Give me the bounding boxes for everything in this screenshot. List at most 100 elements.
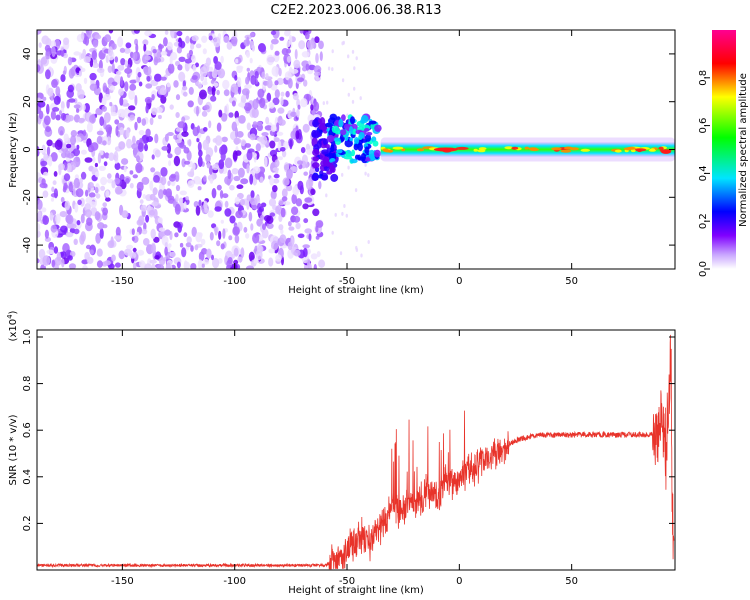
heatmap-noise-blob [199,89,207,100]
heatmap-noise-blob [195,62,199,68]
heatmap-noise-blob [45,49,50,60]
heatmap-noise-blob [312,208,320,217]
heatmap-noise-blob [196,105,199,117]
heatmap-turbulent-blob [365,133,372,142]
heatmap-noise-blob [246,150,253,161]
colorbar-tick-label: 0.4 [698,165,709,181]
heatmap-noise-blob [190,245,194,252]
heatmap-noise-blob [211,254,214,261]
heatmap-noise-blob [295,198,303,207]
heatmap-noise-blob [133,30,140,34]
heatmap-noise-blob [102,207,108,216]
heatmap-noise-blob [313,263,317,269]
heatmap-noise-blob [126,244,134,250]
heatmap-noise-blob [213,226,218,233]
heatmap-noise-blob [136,116,142,124]
heatmap-noise-blob [43,153,48,162]
heatmap-noise-blob [205,154,211,163]
heatmap-noise-blob [38,42,42,48]
heatmap-noise-blob [203,104,210,110]
heatmap-noise-blob [250,223,254,231]
heatmap-noise-blob [173,155,181,167]
heatmap-noise-blob [157,114,162,120]
heatmap-noise-blob [152,187,158,196]
heatmap-noise-blob [227,169,232,180]
heatmap-noise-blob [236,131,244,138]
snr-x-tick-label: -50 [339,576,355,587]
heatmap-noise-blob [125,42,132,49]
heatmap-noise-blob [203,62,210,73]
heatmap-noise-blob [142,194,147,199]
heatmap-faint-dot [347,54,350,59]
heatmap-noise-blob [88,201,97,208]
heatmap-noise-blob [128,105,136,111]
heatmap-noise-blob [233,137,240,145]
heatmap-noise-blob [44,229,50,239]
heatmap-noise-blob [151,154,155,160]
heatmap-noise-blob [38,248,46,259]
heatmap-noise-blob [274,89,280,99]
heatmap-turbulent-blob [353,136,360,145]
heatmap-noise-blob [188,139,192,147]
heatmap-noise-blob [277,107,285,114]
heatmap-noise-blob [296,108,300,118]
heatmap-ridge-hotspot [529,148,539,152]
heatmap-noise-blob [94,186,99,194]
heatmap-noise-blob [203,126,208,132]
heatmap-ridge-hotspot [416,148,425,152]
heatmap-noise-blob [246,122,251,131]
heatmap-onset-blob [322,138,329,146]
heatmap-noise-blob [286,40,291,48]
heatmap-noise-blob [37,210,42,222]
heatmap-noise-blob [68,98,76,103]
heatmap-noise-blob [291,206,299,215]
heatmap-noise-blob [151,201,159,207]
heatmap-noise-blob [72,184,76,192]
heatmap-noise-blob [295,130,300,140]
heatmap-noise-blob [92,62,100,68]
heatmap-ridge-peak [433,147,458,152]
heatmap-noise-blob [279,234,287,244]
heatmap-noise-blob [198,149,203,157]
heatmap-noise-blob [118,88,124,96]
chart-title: C2E2.2023.006.06.38.R13 [270,3,441,18]
heatmap-noise-blob [48,156,53,167]
heatmap-noise-blob [230,131,237,141]
heatmap-noise-blob [129,83,137,91]
heatmap-noise-blob [53,95,61,105]
heatmap-noise-blob [109,85,116,91]
heatmap-noise-blob [95,107,103,116]
heatmap-noise-blob [58,126,65,136]
heatmap-x-tick-label: 0 [456,276,462,287]
heatmap-noise-blob [198,199,202,207]
heatmap-noise-blob [216,122,222,132]
heatmap-ridge-hotspot [392,146,404,150]
heatmap-noise-blob [155,106,163,113]
heatmap-noise-blob [272,97,280,106]
heatmap-noise-blob [80,171,87,180]
heatmap-noise-blob [188,49,193,56]
heatmap-onset-blob [316,140,322,149]
heatmap-noise-blob [77,199,82,206]
heatmap-noise-blob [67,152,75,159]
heatmap-ridge-hotspot [658,146,664,150]
heatmap-noise-blob [234,196,240,205]
heatmap-noise-blob [206,71,211,77]
heatmap-noise-blob [102,202,107,208]
heatmap-noise-blob [220,55,224,64]
heatmap-noise-blob [214,61,222,70]
heatmap-noise-blob [134,121,138,131]
heatmap-x-tick-label: 50 [565,276,578,287]
heatmap-noise-blob [114,235,122,240]
heatmap-noise-blob [137,249,145,256]
heatmap-noise-blob [125,177,130,184]
heatmap-noise-blob [286,168,293,180]
heatmap-onset-blob [322,127,329,134]
heatmap-noise-blob [114,162,121,170]
heatmap-noise-blob [293,215,301,223]
heatmap-noise-blob [246,67,250,72]
heatmap-noise-blob [184,61,190,72]
heatmap-noise-blob [174,232,179,238]
heatmap-noise-blob [268,257,274,267]
heatmap-noise-blob [142,39,149,46]
